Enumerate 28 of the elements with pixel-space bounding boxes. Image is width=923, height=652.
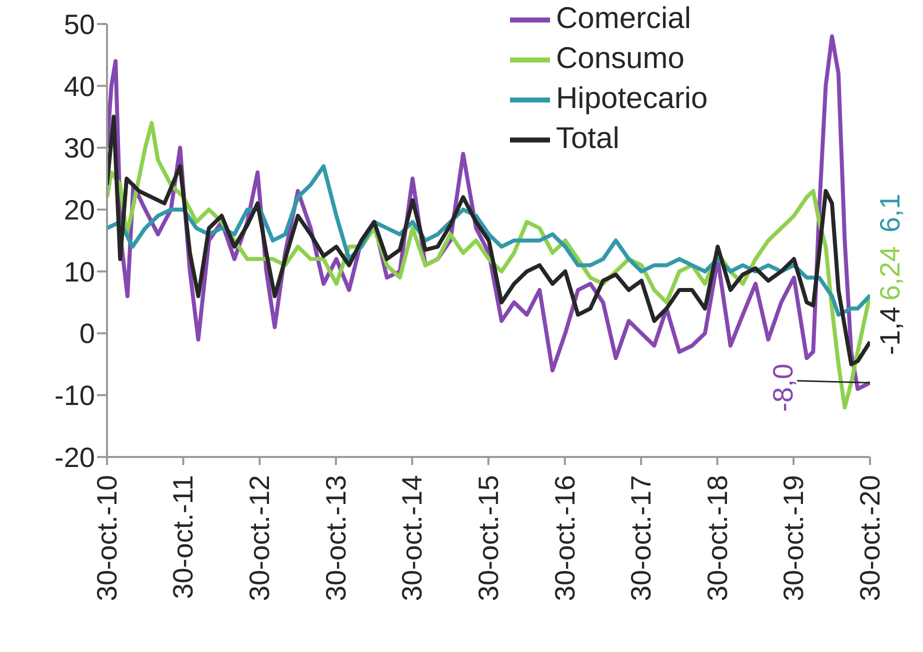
x-tick-label: 30-oct.-16 [549, 475, 580, 602]
y-tick-label: -20 [54, 442, 95, 473]
legend-label: Comercial [556, 2, 692, 35]
legend-label: Consumo [556, 42, 684, 75]
y-tick-label: 40 [64, 70, 95, 102]
x-tick-label: 30-oct.-19 [778, 475, 810, 602]
x-tick-label: 30-oct.-11 [168, 475, 199, 599]
legend-label: Total [556, 122, 620, 155]
x-tick-label: 30-oct.-13 [320, 475, 352, 602]
annotation: 6,1 [874, 194, 906, 233]
y-tick-label: 20 [64, 194, 95, 226]
x-tick-label: 30-oct.-10 [92, 475, 122, 602]
y-tick-label: 30 [64, 132, 95, 164]
x-tick-label: 30-oct.-18 [702, 475, 733, 602]
line-series [107, 114, 870, 366]
x-tick-label: 30-oct.-17 [626, 475, 657, 602]
x-tick-label: 30-oct.-15 [472, 475, 504, 602]
y-tick-label: 0 [79, 318, 95, 350]
legend-label: Hipotecario [556, 82, 708, 115]
annotation: -1,4 [874, 306, 906, 355]
x-tick-label: 30-oct.-20 [854, 475, 886, 602]
annotation: 6,24 [874, 246, 906, 301]
y-tick-label: -10 [54, 380, 95, 412]
annotation: -8,0 [768, 364, 798, 412]
y-tick-label: 50 [64, 8, 95, 40]
x-tick-label: 30-oct.-12 [244, 475, 276, 602]
x-tick-label: 30-oct.-14 [396, 475, 428, 602]
y-tick-label: 10 [64, 256, 95, 288]
